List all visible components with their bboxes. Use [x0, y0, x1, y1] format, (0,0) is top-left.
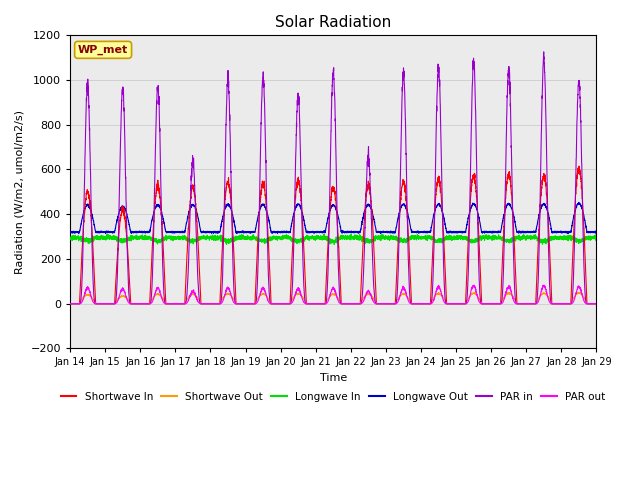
Y-axis label: Radiation (W/m2, umol/m2/s): Radiation (W/m2, umol/m2/s)	[15, 110, 25, 274]
Text: WP_met: WP_met	[78, 45, 128, 55]
Legend: Shortwave In, Shortwave Out, Longwave In, Longwave Out, PAR in, PAR out: Shortwave In, Shortwave Out, Longwave In…	[56, 387, 610, 406]
Title: Solar Radiation: Solar Radiation	[275, 15, 391, 30]
X-axis label: Time: Time	[319, 373, 347, 383]
